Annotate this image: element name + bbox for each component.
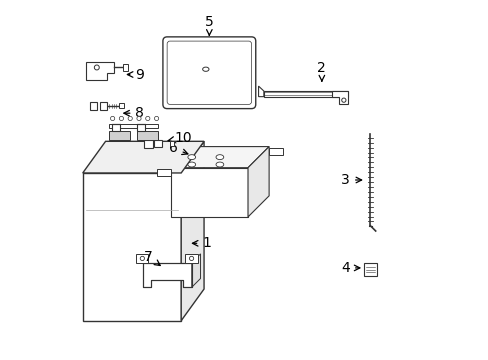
Circle shape: [94, 65, 99, 70]
FancyBboxPatch shape: [163, 37, 255, 109]
Polygon shape: [264, 91, 347, 96]
Ellipse shape: [202, 67, 208, 71]
Ellipse shape: [216, 155, 224, 159]
Circle shape: [189, 256, 193, 261]
Text: 6: 6: [168, 141, 187, 156]
FancyBboxPatch shape: [364, 264, 376, 276]
FancyBboxPatch shape: [136, 254, 148, 263]
FancyBboxPatch shape: [144, 140, 153, 148]
Text: 4: 4: [341, 261, 359, 275]
FancyBboxPatch shape: [109, 131, 130, 140]
Ellipse shape: [187, 155, 195, 159]
Circle shape: [128, 116, 132, 121]
Circle shape: [110, 116, 115, 121]
FancyBboxPatch shape: [123, 64, 128, 71]
Polygon shape: [258, 86, 264, 96]
Polygon shape: [82, 173, 181, 321]
Polygon shape: [156, 170, 170, 176]
Circle shape: [119, 116, 123, 121]
Polygon shape: [142, 263, 191, 287]
FancyBboxPatch shape: [136, 124, 144, 131]
FancyBboxPatch shape: [119, 103, 124, 108]
Polygon shape: [181, 141, 203, 321]
Polygon shape: [332, 91, 347, 104]
Polygon shape: [90, 102, 97, 110]
Text: 1: 1: [192, 236, 211, 250]
Text: 9: 9: [127, 68, 144, 81]
FancyBboxPatch shape: [137, 131, 158, 140]
Polygon shape: [268, 148, 283, 156]
FancyBboxPatch shape: [153, 140, 161, 147]
Polygon shape: [86, 62, 114, 80]
Text: 5: 5: [204, 15, 213, 35]
Text: 2: 2: [317, 60, 325, 81]
Ellipse shape: [216, 162, 224, 167]
FancyBboxPatch shape: [185, 254, 197, 263]
FancyBboxPatch shape: [109, 124, 158, 128]
Text: 10: 10: [168, 131, 191, 145]
Polygon shape: [191, 254, 200, 287]
FancyBboxPatch shape: [169, 141, 174, 145]
Polygon shape: [170, 168, 247, 217]
FancyBboxPatch shape: [167, 41, 251, 104]
FancyBboxPatch shape: [112, 124, 120, 131]
Text: 7: 7: [144, 250, 160, 266]
Text: 8: 8: [123, 106, 144, 120]
Circle shape: [145, 116, 150, 121]
Polygon shape: [82, 141, 203, 173]
Text: 3: 3: [341, 173, 361, 187]
Polygon shape: [247, 147, 268, 217]
Polygon shape: [170, 147, 268, 168]
Circle shape: [341, 98, 345, 102]
Circle shape: [140, 256, 144, 261]
Circle shape: [154, 116, 159, 121]
Polygon shape: [100, 102, 107, 110]
Circle shape: [137, 116, 141, 121]
Ellipse shape: [187, 162, 195, 167]
